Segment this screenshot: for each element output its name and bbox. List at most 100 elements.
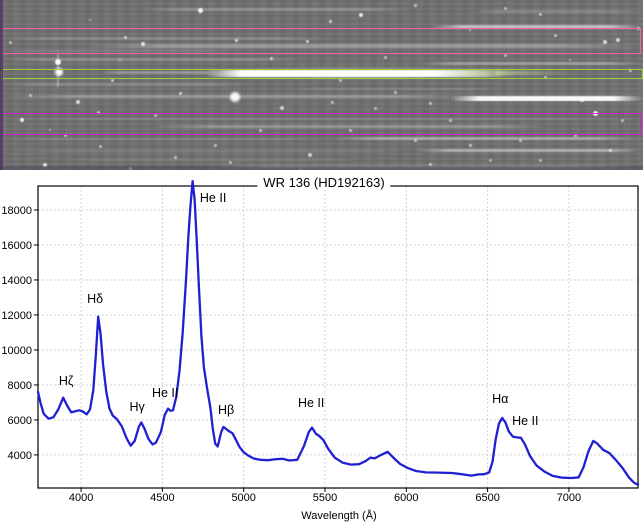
y-tick-label: 18000 [1, 205, 32, 217]
spectral-streak [0, 150, 420, 152]
x-tick-label: 6500 [475, 492, 499, 504]
region-lower-sky-band[interactable] [2, 113, 641, 135]
star [308, 153, 312, 157]
y-tick-label: 4000 [8, 450, 32, 462]
line-label: He II [298, 396, 324, 410]
star [178, 91, 182, 95]
x-tick-label: 7000 [557, 492, 581, 504]
spectral-streak [140, 8, 410, 11]
star [173, 155, 177, 159]
star [628, 68, 632, 72]
spectral-streak [0, 83, 250, 86]
star [96, 110, 100, 114]
star [330, 100, 334, 104]
spectral-streak [60, 159, 360, 161]
spectral-streak [470, 10, 643, 13]
spectral-streak [0, 58, 300, 61]
target-spectrum-streak [495, 71, 585, 75]
star [373, 106, 377, 110]
star [328, 19, 332, 23]
spectral-streak [0, 138, 330, 140]
star [553, 33, 557, 37]
star [543, 75, 547, 79]
star [88, 18, 92, 22]
star [76, 100, 80, 104]
star [141, 42, 145, 46]
target-spectrum-streak [205, 70, 510, 77]
y-tick-label: 16000 [1, 240, 32, 252]
x-tick-label: 5000 [231, 492, 255, 504]
star [359, 13, 363, 17]
star [338, 78, 342, 82]
spectral-streak [0, 50, 240, 52]
y-tick-label: 12000 [1, 310, 32, 322]
star [603, 40, 607, 44]
spectral-image-panel [0, 0, 643, 170]
line-label: He II [512, 414, 538, 428]
spectral-streak [100, 71, 220, 74]
star [348, 128, 352, 132]
spectral-streak [290, 88, 500, 90]
line-label: Hγ [130, 400, 146, 414]
y-tick-label: 8000 [8, 380, 32, 392]
spectral-streak [0, 118, 643, 120]
star [518, 138, 522, 142]
line-label: Hα [492, 392, 508, 406]
star [620, 118, 624, 122]
star [55, 59, 61, 65]
star [118, 58, 122, 62]
x-tick-label: 6000 [394, 492, 418, 504]
star [413, 3, 417, 7]
line-label: He II [152, 386, 178, 400]
star [393, 90, 397, 94]
star [153, 113, 157, 117]
region-upper-sky-band[interactable] [2, 28, 641, 54]
star [258, 128, 262, 132]
line-label: Hβ [218, 403, 234, 417]
line-label: Hδ [87, 292, 103, 306]
star [580, 98, 584, 102]
star [608, 148, 612, 152]
star [468, 28, 472, 32]
image-left-edge [0, 0, 3, 170]
line-label: He II [200, 191, 226, 205]
star [383, 55, 387, 59]
star [213, 143, 217, 147]
y-tick-label: 6000 [8, 415, 32, 427]
star [269, 56, 273, 60]
x-axis-label: Wavelength (Å) [301, 510, 377, 522]
star [55, 68, 63, 76]
x-tick-label: 4000 [69, 492, 93, 504]
spectral-streak [330, 137, 643, 140]
spectrum-curve [36, 179, 640, 486]
spectral-streak [430, 25, 643, 29]
star [568, 58, 572, 62]
star [63, 133, 67, 137]
star [428, 162, 432, 166]
star [538, 12, 542, 16]
star [228, 160, 232, 164]
star [413, 138, 417, 142]
spectral-streak [80, 44, 643, 48]
x-tick-label: 4500 [150, 492, 174, 504]
star [98, 144, 102, 148]
star [8, 40, 12, 44]
star [616, 38, 620, 42]
chart-title: WR 136 (HD192163) [257, 175, 391, 190]
region-target-spectrum-band[interactable] [1, 69, 643, 79]
star [197, 7, 203, 13]
star [428, 101, 432, 105]
star [280, 106, 284, 110]
star [503, 53, 507, 57]
spectral-streak [150, 125, 550, 128]
star [230, 92, 240, 102]
star [110, 78, 114, 82]
star [305, 39, 309, 43]
star [573, 133, 577, 137]
star [20, 118, 24, 122]
star [503, 6, 507, 10]
star [538, 158, 542, 162]
star [468, 143, 472, 147]
spectral-streak [415, 149, 643, 152]
spectral-streak [450, 96, 643, 101]
